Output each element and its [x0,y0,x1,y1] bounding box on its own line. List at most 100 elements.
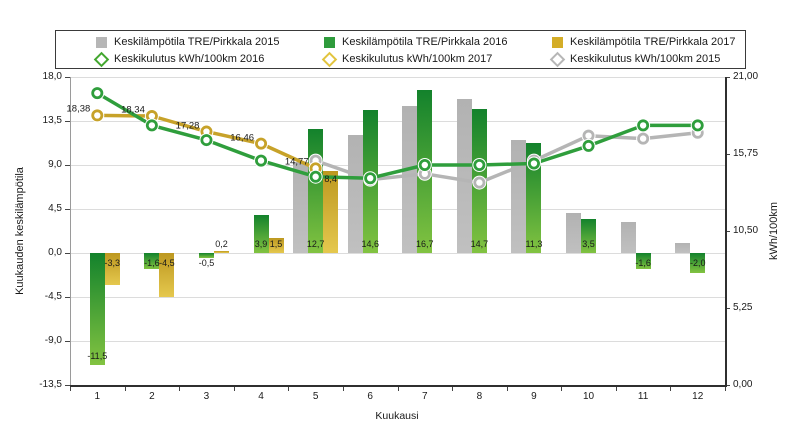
bar-value-label: -2,0 [689,258,706,268]
bar-2016-month-12 [690,253,706,273]
bar-2016-month-8 [471,109,487,253]
x-axis-tick [397,387,399,391]
left-axis-tick [65,385,70,386]
legend-label: Keskikulutus kWh/100km 2016 [114,53,265,65]
marker-halo [581,128,596,143]
circle-marker-keskikulutus-kwh/100km-2016 [637,119,650,132]
x-axis-month-label: 4 [258,391,264,402]
legend-item-0: Keskilämpötila TRE/Pirkkala 2015 [96,34,279,50]
x-axis-tick [725,387,726,391]
left-axis-tick-label: 0,0 [48,247,62,258]
circle-marker-keskikulutus-kwh/100km-2015 [637,132,650,145]
bar-value-label: -3,3 [104,258,121,268]
x-axis-tick [615,387,617,391]
circle-marker-keskikulutus-kwh/100km-2015 [582,129,595,142]
bar-value-label: 3,5 [582,239,595,249]
bar-2017-month-5 [323,170,339,253]
left-axis-tick-label: 4,5 [48,203,62,214]
bar-2016-month-7 [417,89,433,253]
bar-2015-month-12 [675,243,691,253]
legend-item-3: Keskikulutus kWh/100km 2016 [93,51,265,67]
bar-2016-month-10 [581,218,597,253]
bar-2016-month-6 [362,110,378,253]
left-axis-tick-label: -9,0 [44,335,62,346]
legend-diamond-marker [93,51,110,67]
legend-label: Keskikulutus kWh/100km 2017 [342,53,493,65]
bar-2017-month-4 [268,238,284,253]
circle-marker-keskikulutus-kwh/100km-2016 [200,134,213,147]
legend-item-2: Keskilämpötila TRE/Pirkkala 2017 [552,34,735,50]
circle-marker-keskikulutus-kwh/100km-2017 [145,110,158,123]
circle-marker-keskikulutus-kwh/100km-2016 [582,139,595,152]
x-axis-month-label: 11 [637,391,649,402]
line-point-label: 18,34 [121,104,145,116]
marker-halo [199,124,214,139]
x-axis-month-label: 9 [531,391,537,402]
left-axis-tick-label: -13,5 [39,379,62,390]
bar-2016-month-9 [526,142,542,253]
line-point-label: 14,77 [284,156,309,168]
circle-marker-keskikulutus-kwh/100km-2017 [91,109,104,122]
circle-marker-keskikulutus-kwh/100km-2016 [91,87,104,100]
circle-marker-keskikulutus-kwh/100km-2016 [145,119,158,132]
legend-item-4: Keskikulutus kWh/100km 2017 [321,51,493,67]
circle-marker-keskikulutus-kwh/100km-2017 [255,137,268,150]
legend-square-swatch [324,36,335,48]
bar-2016-month-4 [253,214,269,253]
x-axis-month-label: 12 [692,391,704,402]
right-axis-tick [725,385,730,386]
marker-halo [690,125,705,140]
gridline [70,76,725,78]
left-axis-tick [65,165,70,166]
left-axis-line [70,77,71,385]
left-axis-tick-label: -4,5 [44,291,62,302]
gridline [70,252,725,254]
bar-2016-month-1 [89,253,105,366]
right-axis-tick [725,231,730,232]
line-keskikulutus-kwh/100km-2017 [97,113,317,170]
x-axis-month-label: 3 [203,391,210,402]
marker-halo [581,138,596,153]
legend-label: Keskikulutus kWh/100km 2015 [570,53,721,65]
right-axis-tick [725,77,730,78]
gridline [70,208,725,210]
x-axis-month-label: 8 [476,391,483,402]
x-axis-tick [124,387,126,391]
left-axis-tick [65,121,70,122]
x-axis-tick [452,387,454,391]
bar-2015-month-7 [402,106,418,253]
right-axis-tick [725,308,730,309]
bar-value-label: -11,5 [87,351,108,362]
left-axis-tick [65,341,70,342]
x-axis-month-label: 5 [312,391,319,402]
right-axis-tick-label: 15,75 [733,148,759,159]
x-axis-tick [179,387,181,391]
bar-2016-month-2 [144,253,160,269]
legend-label: Keskilämpötila TRE/Pirkkala 2015 [114,36,280,48]
bar-value-label: -0,5 [198,258,215,268]
gridline [70,296,725,298]
gridline [70,340,725,342]
marker-halo [90,86,105,101]
x-axis-month-label: 2 [149,391,155,402]
x-axis-tick [288,387,290,391]
bar-2015-month-6 [347,134,363,253]
marker-halo [254,153,269,168]
left-axis-tick [65,209,70,210]
bar-value-label: 12,7 [306,239,325,249]
legend-square-swatch [552,36,563,48]
legend-box: Keskilämpötila TRE/Pirkkala 2015 Keskiläm… [55,30,746,69]
x-axis-month-label: 10 [582,391,595,402]
right-axis-tick-label: 0,00 [733,379,753,390]
bar-value-label: 14,7 [470,239,489,249]
bar-2015-month-5 [293,162,309,253]
x-axis-month-label: 7 [422,391,428,402]
gridline [70,120,725,122]
bar-value-label: 8,4 [324,173,337,184]
bar-2016-month-11 [635,253,651,269]
x-axis-month-label: 6 [367,391,373,402]
bar-2017-month-3 [213,251,229,253]
circle-marker-keskikulutus-kwh/100km-2015 [691,126,704,139]
bar-2015-month-11 [620,221,636,253]
left-axis-tick-label: 18,0 [42,71,62,82]
